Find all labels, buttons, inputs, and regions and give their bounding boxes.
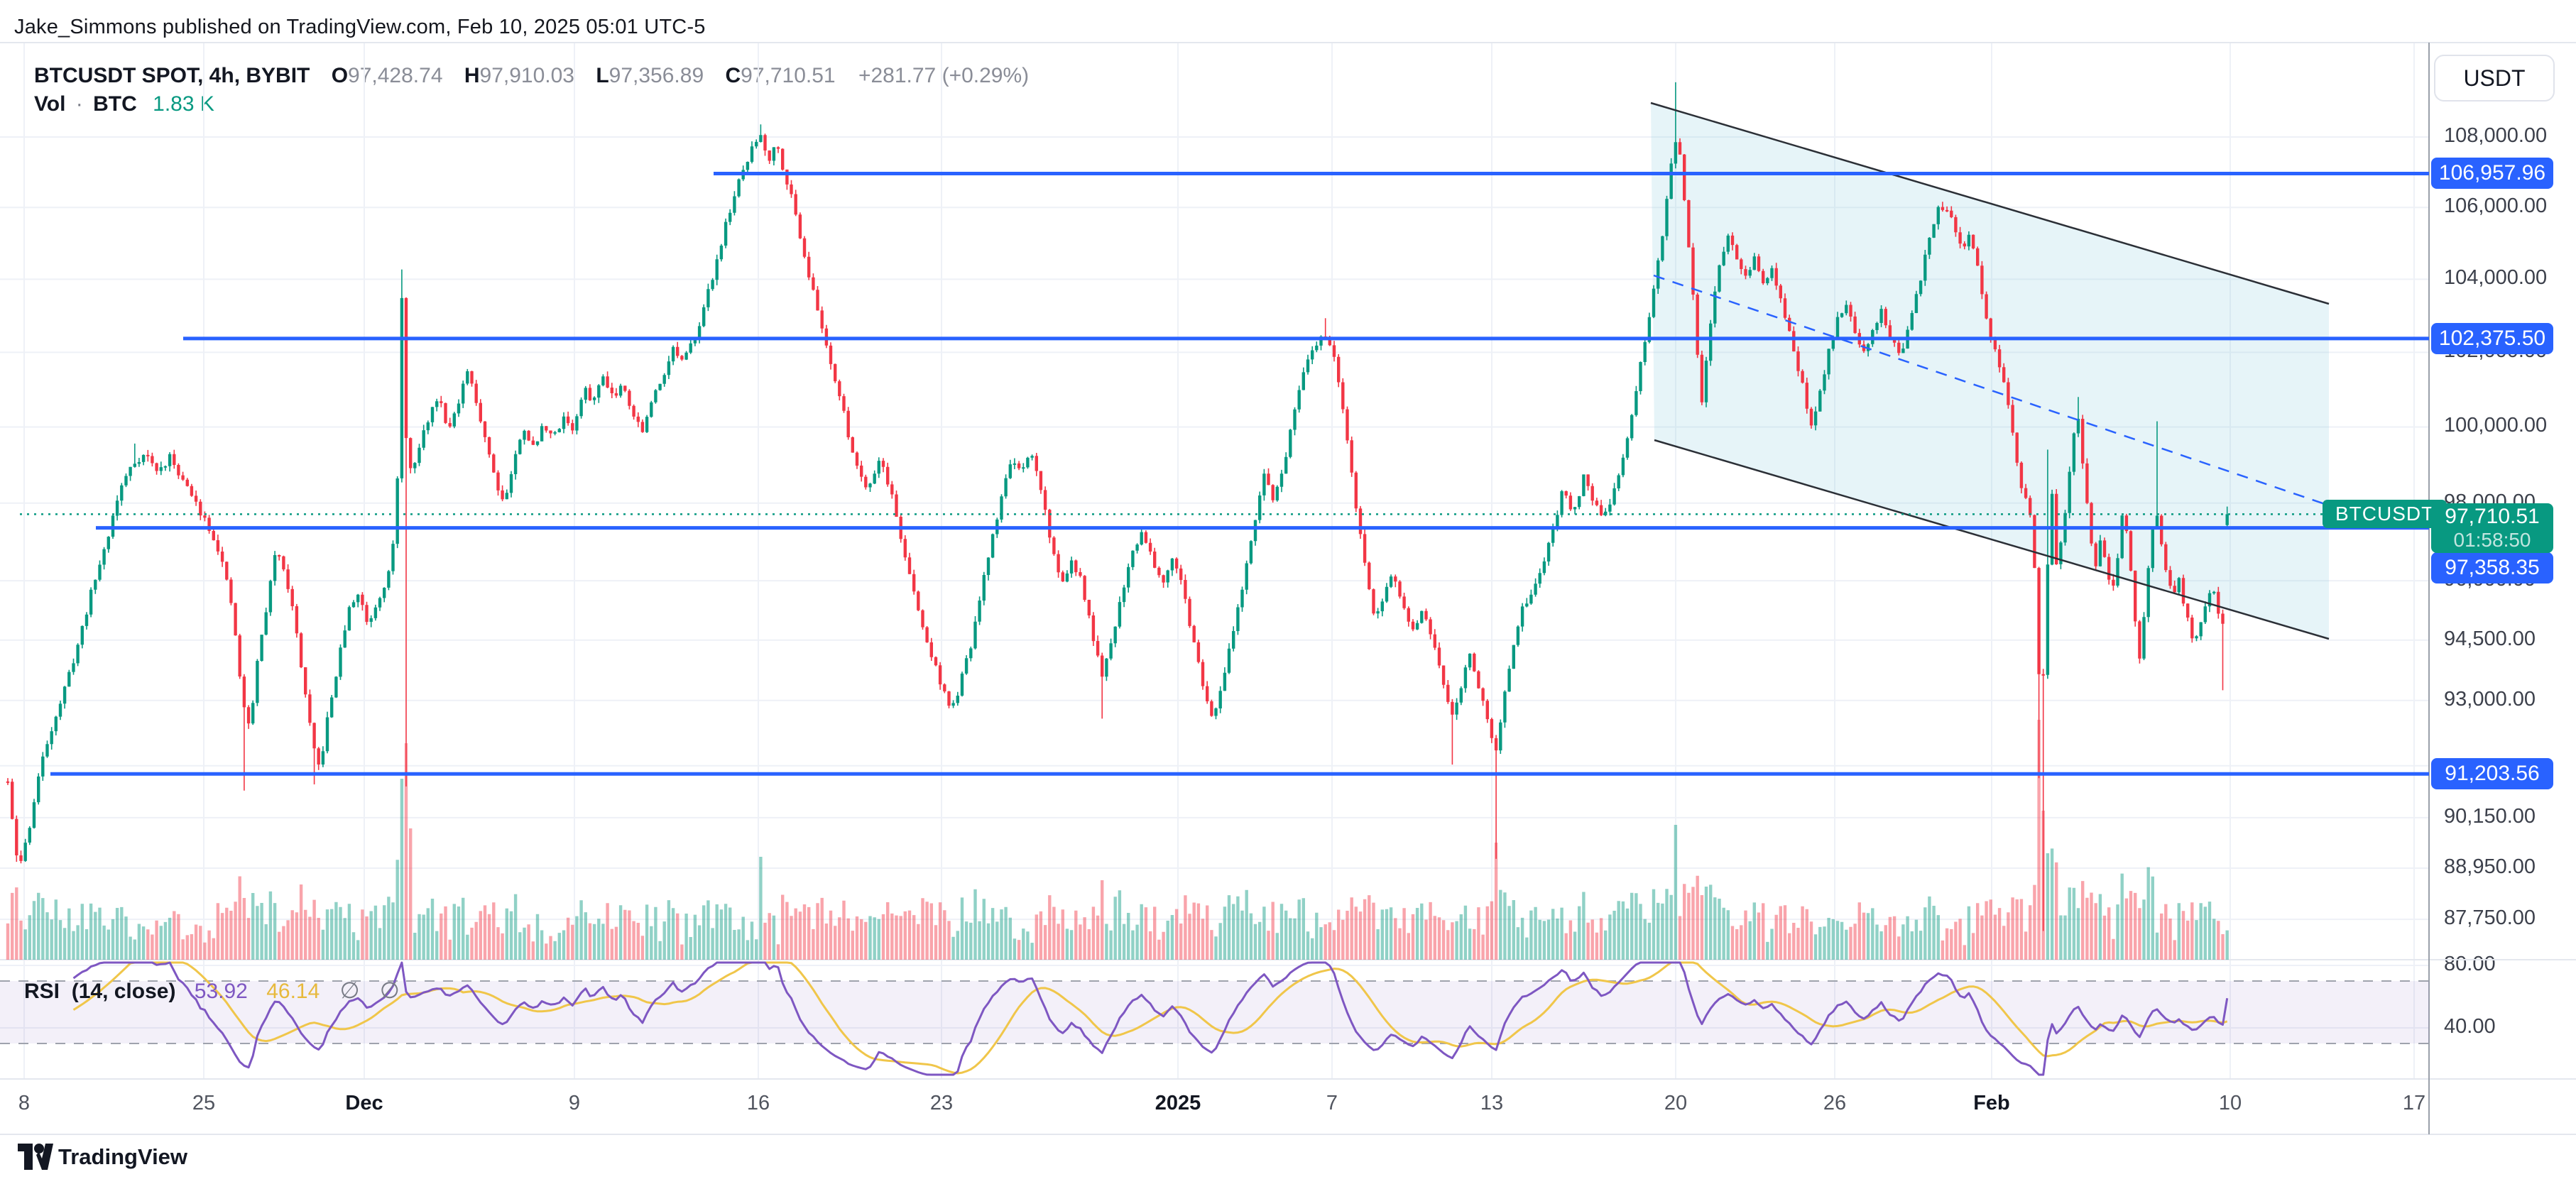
tradingview-logo-icon[interactable]	[17, 1143, 60, 1176]
high-label: H	[464, 64, 480, 87]
time-axis-tick: 23	[929, 1092, 954, 1114]
time-axis-tick: 7	[1326, 1092, 1338, 1114]
rsi-value: 53.92	[194, 980, 248, 1003]
vol-label: Vol	[34, 92, 66, 116]
rsi-ma-value: 46.14	[266, 980, 320, 1003]
time-axis-tick: 2025	[1155, 1092, 1201, 1114]
tradingview-brand-text[interactable]: TradingView	[58, 1144, 188, 1169]
price-axis-tick: 94,500.00	[2444, 627, 2536, 650]
low-value: 97,356.89	[608, 64, 704, 87]
price-level-badge[interactable]: 91,203.56	[2431, 758, 2553, 790]
attribution-text: Jake_Simmons published on TradingView.co…	[14, 16, 706, 38]
price-axis-tick: 104,000.00	[2444, 266, 2548, 290]
volume-bars-up	[23, 779, 2229, 960]
rsi-params	[65, 980, 71, 1003]
time-axis-tick: 13	[1480, 1092, 1504, 1114]
price-line-symbol-tag[interactable]: BTCUSDT	[2323, 500, 2447, 529]
vol-separator: ·	[75, 92, 83, 116]
time-axis-tick: 8	[18, 1092, 31, 1114]
time-axis-tick: 20	[1664, 1092, 1688, 1114]
rsi-indicator-legend[interactable]: RSI (14, close) 53.92 46.14 ∅ ∅	[24, 977, 400, 1004]
rsi-line	[72, 961, 2229, 1076]
channel-upper-line[interactable]	[1650, 102, 2330, 305]
low-label: L	[596, 64, 609, 87]
volume-bars-down	[6, 720, 2225, 960]
close-value: 97,710.51	[741, 64, 836, 87]
currency-toggle-button[interactable]: USDT	[2434, 55, 2555, 102]
rsi-title: RSI	[24, 980, 60, 1003]
price-axis-tick: 106,000.00	[2444, 194, 2548, 218]
rsi-params-text: (14, close)	[71, 980, 176, 1003]
rsi-axis-tick: 40.00	[2444, 1015, 2496, 1038]
price-axis-tick: 90,150.00	[2444, 804, 2536, 828]
price-axis-tick: 88,950.00	[2444, 855, 2536, 879]
rsi-band	[0, 981, 2429, 1043]
symbol-title: BTCUSDT SPOT, 4h, BYBIT	[34, 64, 310, 87]
time-axis-tick: 17	[2402, 1092, 2426, 1114]
price-axis-tick: 93,000.00	[2444, 687, 2536, 711]
rsi-empty-icon-2: ∅	[379, 977, 400, 1003]
price-level-badge[interactable]: 97,358.35	[2431, 552, 2553, 583]
price-axis-tick: 108,000.00	[2444, 124, 2548, 147]
price-level-badge[interactable]: 102,375.50	[2431, 322, 2553, 354]
time-axis-tick: Dec	[345, 1092, 383, 1114]
open-label: O	[331, 64, 349, 87]
channel-fill[interactable]	[1651, 103, 2329, 639]
current-price-value: 97,710.51	[2445, 505, 2540, 529]
time-axis-tick: 16	[746, 1092, 770, 1114]
time-axis-tick: 10	[2218, 1092, 2242, 1114]
time-axis-tick: Feb	[1973, 1092, 2010, 1114]
time-axis-tick: 9	[568, 1092, 581, 1114]
time-axis-tick: 25	[192, 1092, 216, 1114]
time-axis-tick: 26	[1823, 1092, 1847, 1114]
price-axis-tick: 100,000.00	[2444, 414, 2548, 437]
price-axis-tick: 87,750.00	[2444, 906, 2536, 930]
candle-countdown: 01:58:50	[2453, 529, 2531, 552]
price-level-badge[interactable]: 106,957.96	[2431, 158, 2553, 190]
close-label: C	[725, 64, 741, 87]
high-value: 97,910.03	[479, 64, 574, 87]
symbol-legend[interactable]: BTCUSDT SPOT, 4h, BYBIT O97,428.74 H97,9…	[34, 64, 1029, 88]
rsi-axis-tick: 80.00	[2444, 953, 2496, 975]
rsi-empty-icon: ∅	[339, 977, 360, 1003]
vol-asset: BTC	[93, 92, 137, 116]
channel-lower-line[interactable]	[1654, 439, 2330, 640]
change-value: +281.77 (+0.29%)	[858, 64, 1030, 87]
current-price-axis-badge[interactable]: 97,710.51 01:58:50	[2431, 503, 2553, 554]
